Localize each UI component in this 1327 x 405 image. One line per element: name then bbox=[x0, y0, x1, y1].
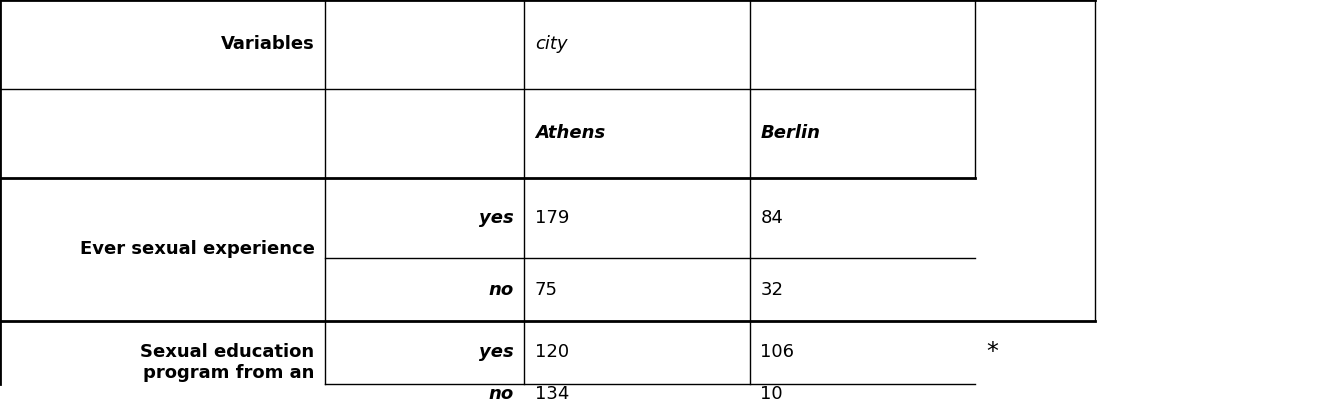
Text: 134: 134 bbox=[535, 385, 569, 403]
Text: yes: yes bbox=[479, 209, 514, 227]
Text: Variables: Variables bbox=[220, 35, 314, 53]
Text: 84: 84 bbox=[760, 209, 783, 227]
Text: yes: yes bbox=[479, 343, 514, 361]
Text: city: city bbox=[535, 35, 567, 53]
Text: 106: 106 bbox=[760, 343, 795, 361]
Text: *: * bbox=[986, 340, 998, 364]
Text: Athens: Athens bbox=[535, 124, 605, 142]
Text: 32: 32 bbox=[760, 281, 783, 299]
Text: Berlin: Berlin bbox=[760, 124, 820, 142]
Text: 120: 120 bbox=[535, 343, 569, 361]
Text: no: no bbox=[488, 281, 514, 299]
Text: 179: 179 bbox=[535, 209, 569, 227]
Text: Ever sexual experience: Ever sexual experience bbox=[80, 240, 314, 258]
Text: 10: 10 bbox=[760, 385, 783, 403]
Text: 75: 75 bbox=[535, 281, 557, 299]
Text: no: no bbox=[488, 385, 514, 403]
Text: Sexual education
program from an: Sexual education program from an bbox=[141, 343, 314, 382]
